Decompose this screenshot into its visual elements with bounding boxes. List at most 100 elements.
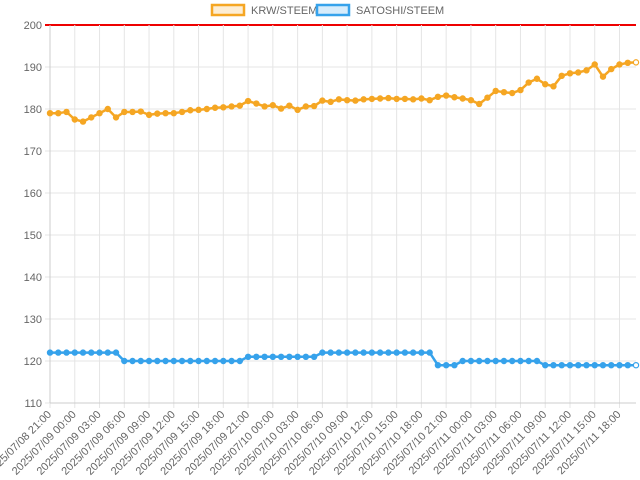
data-point[interactable] [112,114,120,121]
data-point[interactable] [550,362,557,369]
data-point[interactable] [352,97,359,104]
data-point[interactable] [228,103,235,110]
data-point[interactable] [360,96,367,103]
data-point[interactable] [137,357,144,365]
data-point[interactable] [591,61,598,68]
data-point[interactable] [145,111,153,119]
data-point[interactable] [475,100,483,108]
data-point[interactable] [451,362,458,369]
data-point[interactable] [261,103,268,110]
data-point[interactable] [104,105,111,113]
data-point[interactable] [583,362,590,369]
data-point[interactable] [484,94,491,101]
data-point[interactable] [228,357,235,365]
data-point[interactable] [632,59,640,66]
data-point[interactable] [55,349,62,356]
data-point[interactable] [269,102,277,109]
data-point[interactable] [46,109,54,117]
data-point[interactable] [195,357,202,365]
data-point[interactable] [542,81,549,88]
data-point[interactable] [302,353,310,360]
data-point[interactable] [187,107,194,114]
data-point[interactable] [442,362,450,369]
data-point[interactable] [475,357,483,365]
data-point[interactable] [170,357,178,365]
data-point[interactable] [575,362,582,369]
data-point[interactable] [525,79,532,86]
data-point[interactable] [426,96,433,104]
data-point[interactable] [129,357,136,365]
data-point[interactable] [162,357,169,365]
data-point[interactable] [71,116,78,123]
data-point[interactable] [508,89,516,97]
data-point[interactable] [79,349,87,356]
data-point[interactable] [46,349,54,356]
legend-item-satoshi-steem[interactable]: SATOSHI/STEEM [315,3,444,17]
data-point[interactable] [129,108,136,116]
data-point[interactable] [500,357,508,365]
data-point[interactable] [467,96,475,104]
data-point[interactable] [393,349,400,356]
data-point[interactable] [220,104,227,111]
data-point[interactable] [137,108,144,115]
data-point[interactable] [112,349,120,356]
data-point[interactable] [121,108,128,116]
data-point[interactable] [244,353,252,360]
data-point[interactable] [385,94,392,102]
data-point[interactable] [533,75,541,82]
data-point[interactable] [302,103,310,110]
data-point[interactable] [566,362,574,369]
data-point[interactable] [63,108,70,116]
data-point[interactable] [319,349,326,356]
legend-item-krw-steem[interactable]: KRW/STEEM [210,3,317,17]
data-point[interactable] [599,362,607,369]
data-point[interactable] [426,349,433,356]
data-point[interactable] [401,95,409,103]
data-point[interactable] [88,349,95,356]
data-point[interactable] [343,349,351,356]
data-point[interactable] [508,357,516,365]
legend[interactable]: KRW/STEEM SATOSHI/STEEM [210,3,444,17]
data-point[interactable] [558,72,565,80]
data-point[interactable] [608,65,615,73]
data-point[interactable] [71,349,78,356]
data-point[interactable] [310,102,318,110]
data-point[interactable] [121,357,128,365]
data-point[interactable] [558,362,565,369]
data-point[interactable] [178,108,186,116]
data-point[interactable] [376,95,384,102]
data-point[interactable] [277,105,285,112]
data-point[interactable] [591,362,598,369]
data-point[interactable] [616,61,623,68]
data-point[interactable] [632,362,640,369]
data-point[interactable] [376,349,384,356]
data-point[interactable] [525,357,532,365]
data-point[interactable] [145,357,153,365]
data-point[interactable] [63,349,70,356]
data-point[interactable] [533,357,541,365]
data-point[interactable] [310,353,318,360]
data-point[interactable] [104,349,111,356]
data-point[interactable] [360,349,367,356]
data-point[interactable] [434,93,442,101]
data-point[interactable] [236,102,244,109]
data-point[interactable] [418,95,425,102]
data-point[interactable] [335,96,343,103]
data-point[interactable] [624,362,631,369]
data-point[interactable] [211,357,219,365]
data-point[interactable] [187,357,194,365]
data-point[interactable] [583,67,590,74]
data-point[interactable] [542,362,549,369]
data-point[interactable] [492,357,499,365]
data-point[interactable] [178,357,186,365]
data-point[interactable] [368,95,376,103]
data-point[interactable] [294,106,301,114]
data-point[interactable] [96,349,103,356]
data-point[interactable] [220,357,227,365]
data-point[interactable] [442,92,450,99]
data-point[interactable] [277,353,285,360]
data-point[interactable] [286,102,293,109]
data-point[interactable] [484,357,491,365]
data-point[interactable] [385,349,392,356]
data-point[interactable] [294,353,301,360]
